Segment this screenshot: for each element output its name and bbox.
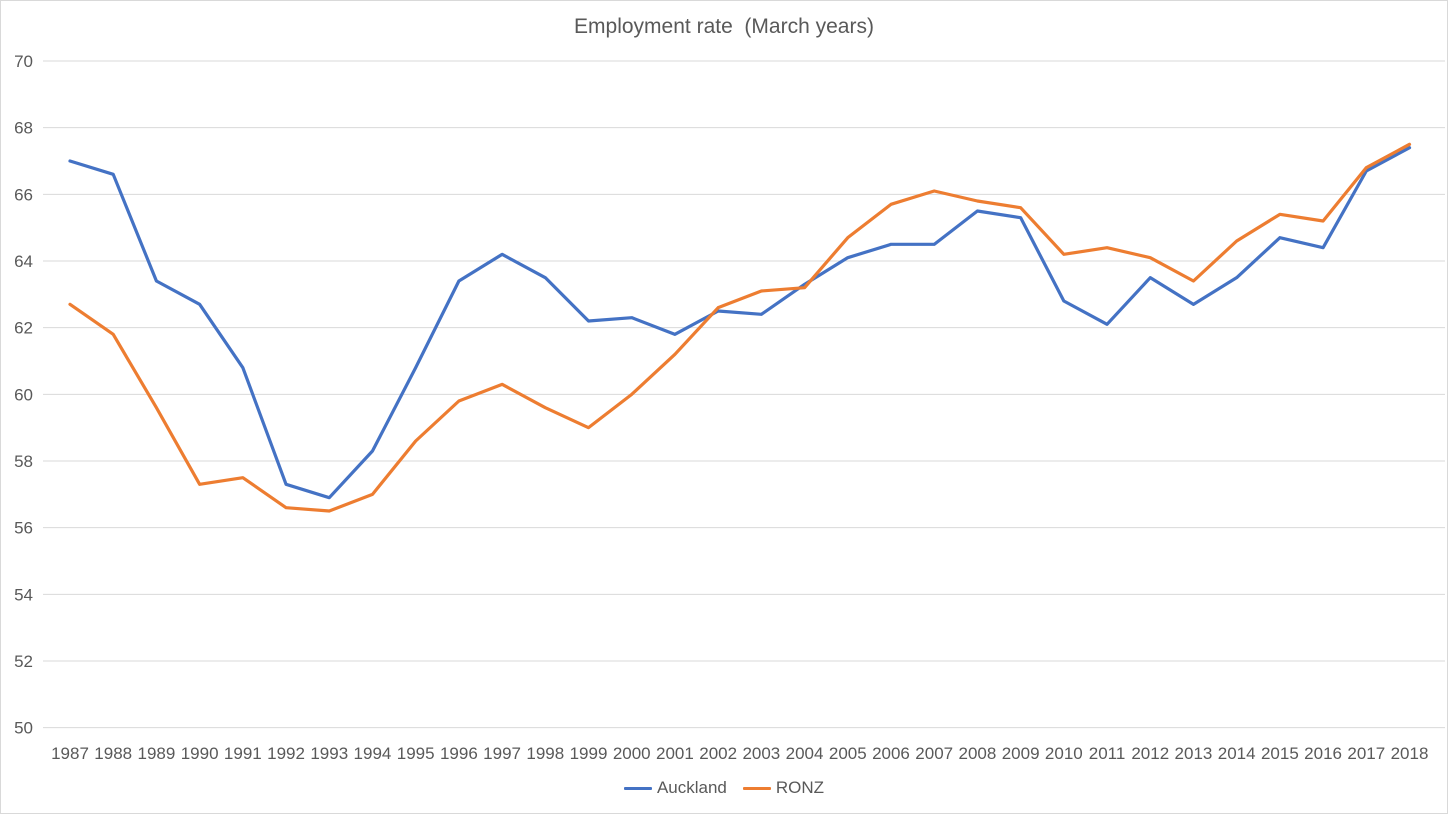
legend-label-auckland: Auckland [656, 778, 727, 797]
x-axis-tick-label: 1991 [224, 744, 262, 763]
legend-item-auckland: Auckland [623, 778, 727, 798]
y-axis-tick-label: 52 [14, 652, 33, 671]
x-axis-tick-label: 1999 [570, 744, 608, 763]
x-axis-tick-label: 2004 [786, 744, 824, 763]
legend-swatch-ronz [742, 786, 771, 790]
x-axis-tick-label: 2011 [1089, 744, 1126, 763]
x-axis-tick-label: 2005 [829, 744, 867, 763]
series-line-auckland [68, 146, 1412, 500]
y-axis-tick-label: 60 [14, 385, 33, 404]
y-axis-tick-label: 70 [14, 52, 33, 71]
x-axis-tick-label: 1994 [354, 744, 392, 763]
y-axis-tick-label: 68 [14, 119, 33, 138]
x-axis-tick-label: 2002 [699, 744, 737, 763]
y-axis-tick-label: 64 [14, 252, 33, 271]
legend-item-ronz: RONZ [742, 778, 825, 798]
x-axis-tick-label: 2013 [1175, 744, 1213, 763]
x-axis-tick-label: 1996 [440, 744, 478, 763]
x-axis-tick-label: 2014 [1218, 744, 1256, 763]
chart-title: Employment rate (March years) [574, 15, 874, 38]
x-axis-tick-label: 2001 [656, 744, 694, 763]
y-axis-tick-label: 58 [14, 452, 33, 471]
x-axis-tick-label: 2003 [742, 744, 780, 763]
y-axis-tick-label: 50 [14, 719, 33, 738]
x-axis-tick-label: 1992 [267, 744, 305, 763]
x-axis-tick-label: 1993 [310, 744, 348, 763]
x-axis-tick-label: 1987 [51, 744, 89, 763]
x-axis-tick-label: 1989 [138, 744, 176, 763]
y-axis-tick-label: 54 [14, 585, 33, 604]
x-axis-tick-label: 1997 [483, 744, 521, 763]
x-axis-tick-label: 2000 [613, 744, 651, 763]
x-axis-tick-label: 2015 [1261, 744, 1299, 763]
x-axis-tick-label: 2012 [1131, 744, 1169, 763]
x-axis-tick-label: 2017 [1347, 744, 1385, 763]
legend: Auckland RONZ [1, 778, 1447, 798]
y-axis-tick-label: 66 [14, 185, 33, 204]
x-axis-tick-label: 2009 [1002, 744, 1040, 763]
legend-swatch-auckland [623, 786, 652, 790]
x-axis-tick-label: 1995 [397, 744, 435, 763]
x-axis-tick-label: 2008 [958, 744, 996, 763]
legend-label-ronz: RONZ [775, 778, 825, 797]
x-axis-tick-label: 1990 [181, 744, 219, 763]
y-axis-tick-label: 62 [14, 319, 33, 338]
x-axis-tick-label: 2006 [872, 744, 910, 763]
x-axis-tick-label: 2018 [1391, 744, 1429, 763]
x-axis-tick-label: 1988 [94, 744, 132, 763]
y-axis-tick-label: 56 [14, 519, 33, 538]
x-axis-tick-label: 2016 [1304, 744, 1342, 763]
x-axis-tick-label: 2007 [915, 744, 953, 763]
series-line-ronz [68, 142, 1412, 513]
x-axis-tick-label: 1998 [526, 744, 564, 763]
x-axis-tick-label: 2010 [1045, 744, 1083, 763]
